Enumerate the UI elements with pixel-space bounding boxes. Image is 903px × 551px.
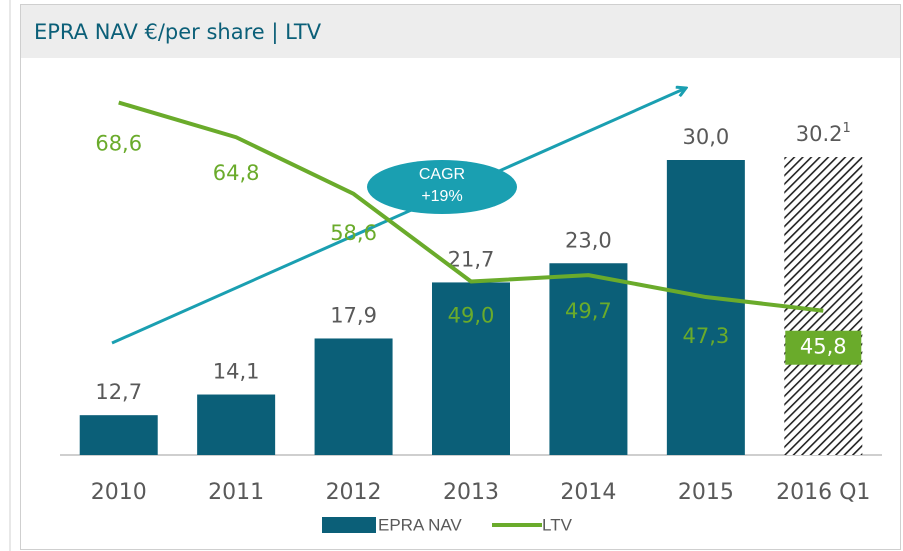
line-value-label: 49,0 [448, 304, 495, 328]
legend-label: EPRA NAV [378, 515, 462, 534]
x-tick-label: 2013 [443, 480, 499, 505]
bar [666, 160, 745, 455]
ltv-line [118, 100, 824, 313]
legend-label: LTV [542, 515, 573, 534]
value-text: 23,0 [565, 228, 612, 252]
value-text: 30.2 [796, 122, 843, 146]
x-tick-label: 2015 [678, 480, 734, 505]
cagr-text: +19% [421, 188, 462, 205]
panel [20, 4, 901, 550]
bar [432, 282, 510, 455]
bar-value-label: 17,9 [330, 303, 377, 327]
header [21, 5, 900, 58]
line-value-label: 64,8 [213, 161, 260, 185]
trend-arrow [111, 88, 686, 345]
x-tick-label: 2010 [91, 480, 147, 505]
bar-value-label: 30,0 [682, 125, 729, 149]
plot: 12,714,117,921,723,030,0 30.2168,664,858,… [60, 88, 882, 534]
value-text: 12,7 [95, 380, 142, 404]
line-value-label: 58,6 [330, 221, 377, 245]
value-box [785, 330, 862, 365]
x-tick-label: 2014 [560, 480, 616, 505]
bar-value-label: 30.21 [796, 121, 851, 147]
value-text: 14,1 [213, 360, 260, 384]
footnote-marker: 1 [843, 121, 851, 136]
bar [314, 338, 393, 455]
cagr-bubble [367, 160, 517, 214]
x-tick-label: 2011 [208, 480, 264, 505]
line-value-label: 49,7 [565, 299, 612, 323]
bar [197, 394, 276, 455]
x-tick-label: 2012 [326, 480, 382, 505]
chart-title: EPRA NAV €/per share | LTV [34, 20, 322, 45]
line-value-label: 47,3 [682, 324, 729, 348]
x-tick-label: 2016 Q1 [776, 480, 870, 505]
value-text: 30,0 [682, 125, 729, 149]
bar [549, 263, 628, 455]
cagr-text: CAGR [419, 166, 465, 183]
bar [79, 415, 158, 455]
bar-value-label: 12,7 [95, 380, 142, 404]
legend-swatch [322, 517, 376, 533]
bar-value-label: 14,1 [213, 360, 260, 384]
line-value-label: 45,8 [800, 335, 847, 359]
value-text: 17,9 [330, 303, 377, 327]
line-value-label: 68,6 [95, 132, 142, 156]
bar-value-label: 23,0 [565, 228, 612, 252]
